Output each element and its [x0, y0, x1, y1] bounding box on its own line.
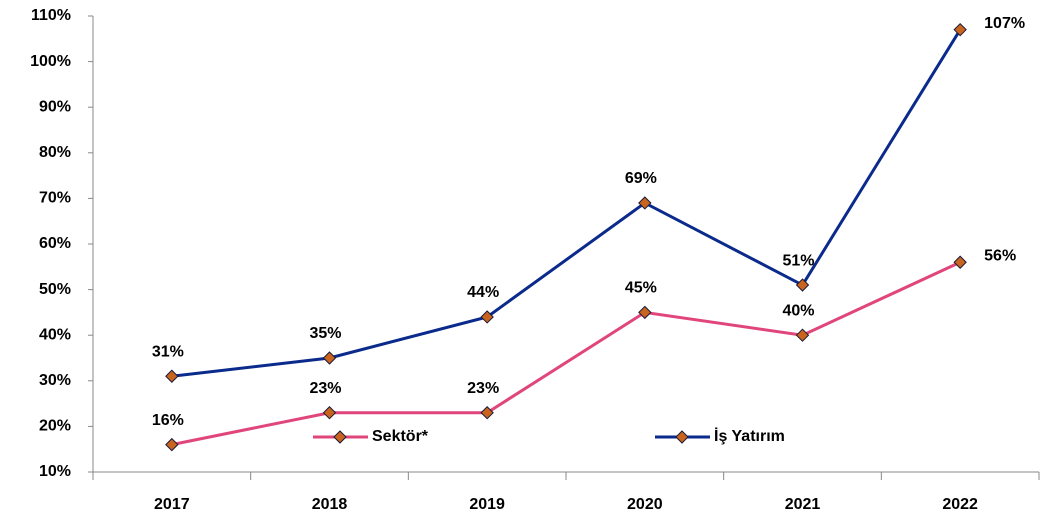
marker: [953, 22, 967, 37]
data-label: 56%: [984, 247, 1016, 264]
series-line: [171, 260, 961, 447]
legend-label: İş Yatırım: [714, 427, 785, 445]
data-label: 23%: [309, 380, 341, 397]
data-label: 45%: [625, 280, 657, 297]
marker: [165, 369, 179, 383]
x-tick-label: 2017: [154, 496, 190, 513]
legend-marker: [333, 430, 347, 444]
y-tick-label: 20%: [39, 418, 71, 435]
marker: [165, 437, 179, 452]
x-tick-label: 2018: [312, 496, 348, 513]
y-tick-label: 30%: [39, 372, 71, 389]
y-tick-label: 10%: [39, 463, 71, 480]
data-label: 16%: [152, 412, 184, 429]
marker: [953, 255, 967, 269]
y-tick-label: 40%: [39, 326, 71, 343]
marker: [638, 305, 652, 320]
marker: [480, 310, 494, 324]
y-tick-label: 60%: [39, 235, 71, 252]
marker: [638, 196, 652, 210]
legend-marker: [675, 430, 689, 444]
marker: [322, 351, 337, 365]
x-tick-label: 2020: [627, 496, 663, 513]
x-tick-label: 2022: [942, 496, 978, 513]
y-tick-label: 80%: [39, 144, 71, 161]
y-tick-label: 50%: [39, 281, 71, 298]
data-label: 31%: [152, 343, 184, 360]
data-label: 44%: [467, 284, 499, 301]
y-tick-label: 100%: [30, 53, 71, 70]
y-tick-label: 90%: [39, 98, 71, 115]
legend-label: Sektör*: [372, 428, 429, 445]
marker: [795, 328, 810, 342]
data-label: 40%: [782, 302, 814, 319]
y-tick-label: 110%: [31, 7, 71, 24]
data-label: 35%: [309, 325, 341, 342]
marker: [480, 406, 494, 420]
marker: [322, 406, 337, 420]
x-tick-label: 2021: [785, 496, 821, 513]
data-label: 51%: [782, 252, 814, 269]
series-line: [171, 28, 962, 378]
data-label: 23%: [467, 380, 499, 397]
data-label: 107%: [984, 15, 1025, 32]
data-label: 69%: [625, 170, 657, 187]
y-tick-label: 70%: [39, 190, 71, 207]
x-tick-label: 2019: [469, 496, 505, 513]
marker: [795, 278, 810, 292]
